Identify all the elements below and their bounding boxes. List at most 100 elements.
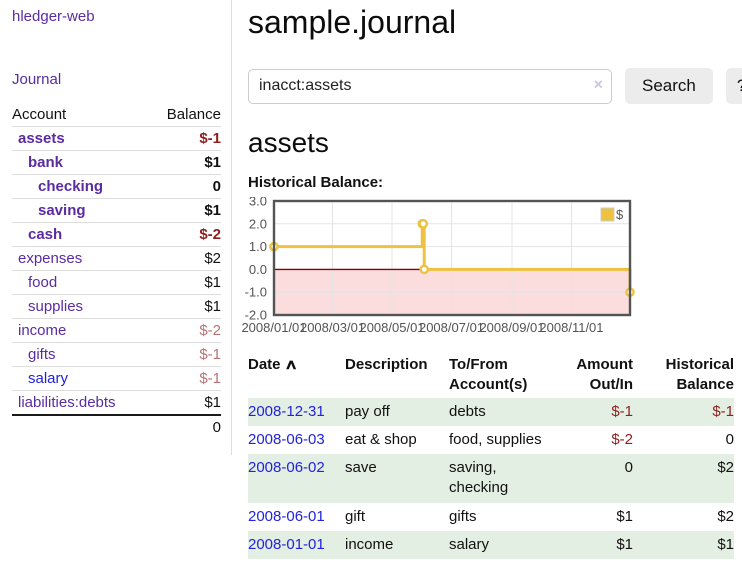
y-tick-label: -2.0 [245,308,267,323]
transaction-description: pay off [345,397,449,426]
legend-swatch-icon [600,207,615,222]
date-column-header[interactable]: Date ∧ [248,356,298,373]
page-title: sample.journal [248,4,457,40]
search-box: × [248,68,612,104]
account-link[interactable]: food [28,274,58,291]
account-row: food $1 [12,270,221,295]
journal-link[interactable]: Journal [12,71,62,88]
x-tick-label: 2008/09/01 [479,320,544,335]
transaction-date-link[interactable]: 2008-12-31 [248,402,325,420]
account-row: liabilities:debts $1 [12,390,221,415]
search-form: × Search ? [248,68,742,104]
account-row: checking 0 [12,174,221,199]
transaction-balance: $-1 [633,397,734,426]
balance-table-header-row: Account Balance [12,103,221,127]
clear-search-icon[interactable]: × [593,76,603,94]
transaction-description: income [345,530,449,559]
account-balance: $-2 [149,318,221,343]
transaction-amount: $1 [549,530,633,559]
transaction-accounts: debts [449,397,549,426]
balance-column-header: Historical Balance [665,356,734,394]
y-tick-label: 3.0 [249,197,267,209]
amount-column-header: Amount Out/In [576,356,633,394]
account-row: income $-2 [12,318,221,343]
y-tick-label: 0.0 [249,262,267,277]
transaction-balance: 0 [725,430,734,448]
account-row: bank $1 [12,150,221,175]
transaction-accounts: saving, checking [449,454,549,503]
account-balance: $1 [149,294,221,319]
transaction-accounts: gifts [449,507,477,525]
register-row: 2008-06-02 save saving, checking 0 $2 [248,454,734,503]
legend-label: $ [616,207,624,222]
account-balance: $-2 [149,222,221,247]
account-link[interactable]: assets [18,130,65,147]
account-link[interactable]: checking [38,178,104,195]
transaction-description: save [345,454,449,503]
account-heading: assets [248,127,329,158]
transaction-date-link[interactable]: 2008-01-01 [248,535,325,553]
register-header-row: Date ∧ Description To/From Account(s) Amou… [248,353,734,398]
account-link[interactable]: salary [28,370,69,387]
transaction-date-link[interactable]: 2008-06-03 [248,430,325,448]
transaction-balance: $1 [633,530,734,559]
search-button[interactable]: Search [625,68,713,104]
historical-balance-chart: $3.0 2.0 1.0 0.0 -1.0 -2.0 2008/01/01 2008/03/0… [236,197,742,337]
account-link[interactable]: cash [28,226,63,243]
page: hledger-web Journal Account Balance asse… [0,0,742,559]
account-balance: $2 [149,246,221,271]
account-balance: $1 [149,150,221,175]
x-tick-label: 2008/03/01 [300,320,365,335]
account-balance: $-1 [149,342,221,367]
register-table: Date ∧ Description To/From Account(s) Amou… [248,353,734,559]
account-balance: 0 [149,174,221,199]
search-input[interactable] [248,68,612,104]
y-tick-label: -1.0 [245,285,267,300]
y-tick-label: 2.0 [249,216,267,231]
app-title-link[interactable]: hledger-web [12,8,95,25]
data-point-marker [419,264,430,275]
x-tick-label: 2008/11/01 [539,320,603,335]
account-link[interactable]: gifts [28,346,56,363]
account-row: gifts $-1 [12,342,221,367]
transaction-description: gift [345,507,366,525]
register-row: 2008-06-03 eat & shop food, supplies $-2 0 [248,426,734,454]
x-tick-label: 2008/05/01 [359,320,424,335]
accounts-column-header: To/From Account(s) [449,356,528,394]
account-link[interactable]: supplies [28,298,84,315]
data-point-marker [418,218,429,229]
x-tick-label: 2008/07/01 [419,320,484,335]
account-row: supplies $1 [12,294,221,319]
account-balance: $-1 [149,126,221,151]
transaction-amount: $1 [616,507,633,525]
y-tick-label: 1.0 [249,239,267,254]
transaction-accounts: food, supplies [449,430,542,448]
register-row: 2008-01-01 income salary $1 $1 [248,530,734,559]
transaction-date-link[interactable]: 2008-06-01 [248,507,325,525]
chart-title: Historical Balance: [248,174,384,191]
account-row: salary $-1 [12,366,221,391]
account-balance-table: Account Balance assets $-1 bank $1 checking 0… [12,103,221,439]
transaction-balance: $2 [717,507,734,525]
transaction-date-link[interactable]: 2008-06-02 [248,459,325,476]
account-link[interactable]: expenses [18,250,83,267]
balance-column-header: Balance [166,106,221,123]
main-content: sample.journal × Search ? assets Histori… [232,0,742,559]
account-link[interactable]: saving [38,202,86,219]
x-tick-label: 2008/01/01 [241,320,306,335]
transaction-balance: $2 [633,454,734,503]
account-link[interactable]: income [18,322,67,339]
chart-canvas: $3.0 2.0 1.0 0.0 -1.0 -2.02008/01/012008/03/0… [241,197,635,335]
transaction-amount: $-2 [611,430,633,448]
account-column-header: Account [12,106,67,123]
sort-ascending-icon: ∧ [283,356,298,372]
account-balance: $-1 [149,366,221,391]
account-row: saving $1 [12,198,221,223]
account-link[interactable]: liabilities:debts [18,394,116,411]
account-row: expenses $2 [12,246,221,271]
search-help-button[interactable]: ? [725,68,742,104]
sidebar: hledger-web Journal Account Balance asse… [0,0,232,455]
account-link[interactable]: bank [28,154,64,171]
balance-total: 0 [149,414,221,439]
transaction-accounts: salary [449,530,549,559]
